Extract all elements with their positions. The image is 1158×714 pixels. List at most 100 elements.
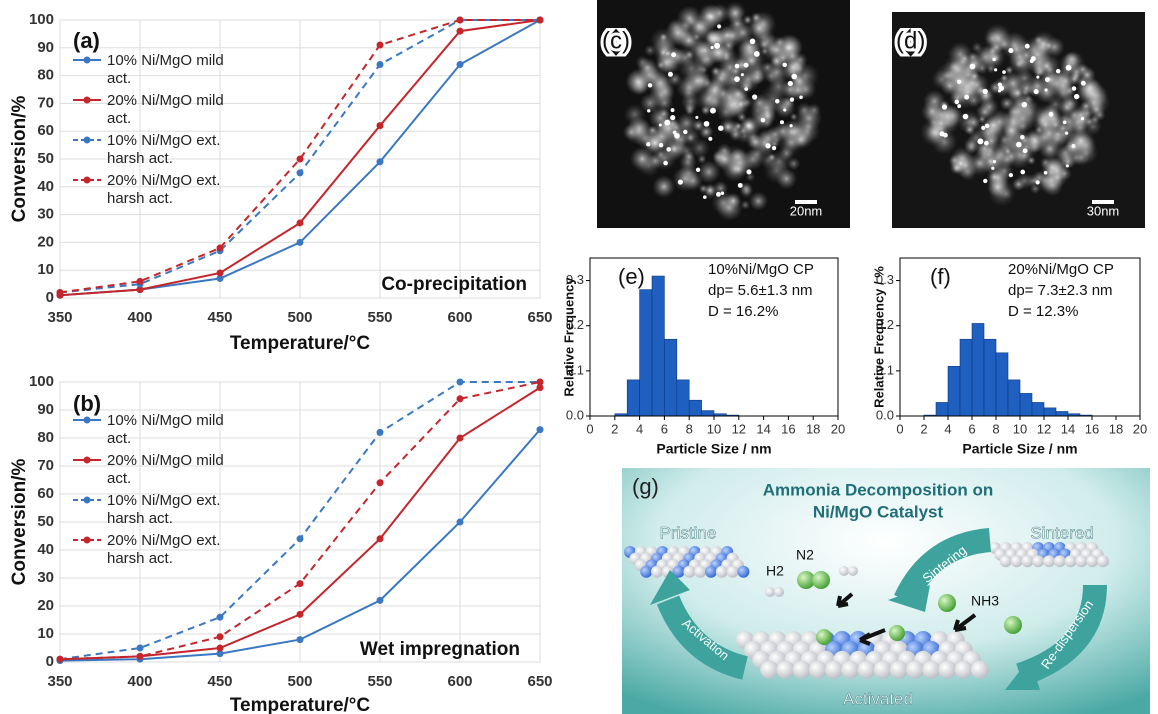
data-point — [216, 633, 224, 641]
molecule-label: N2 — [796, 547, 814, 563]
texture — [718, 125, 724, 131]
texture — [954, 99, 960, 105]
bar — [983, 338, 997, 417]
bar — [651, 275, 665, 417]
bar — [1055, 411, 1069, 417]
data-point — [136, 652, 144, 660]
x-tick-label: 20 — [1133, 421, 1147, 436]
data-point — [216, 613, 224, 621]
texture — [999, 134, 1010, 145]
y-tick-label: 60 — [37, 122, 54, 139]
texture — [920, 118, 948, 147]
x-tick-label: 16 — [781, 421, 795, 436]
atom — [999, 555, 1012, 568]
texture — [1035, 180, 1040, 185]
legend-label: 20% Ni/MgO ext. harsh act. — [107, 532, 221, 567]
scale-bar — [795, 200, 817, 204]
x-tick-label: 14 — [1061, 421, 1075, 436]
texture — [1030, 30, 1058, 58]
legend-label: 20% Ni/MgO mild act. — [107, 452, 224, 487]
texture — [666, 147, 672, 152]
texture — [748, 191, 769, 211]
y-axis-label: Conversion/% — [9, 459, 30, 586]
annotation: 20%Ni/MgO CP — [1008, 261, 1114, 278]
texture — [940, 76, 960, 96]
legend-label: 10% Ni/MgO mild act. — [107, 412, 224, 447]
legend-marker — [73, 96, 101, 104]
legend-item: 20% Ni/MgO mild act. — [73, 452, 235, 488]
data-point — [136, 286, 144, 294]
texture — [1011, 177, 1026, 192]
legend: 10% Ni/MgO mild act. 20% Ni/MgO mild act.… — [73, 412, 235, 572]
atom — [938, 660, 957, 679]
texture — [957, 104, 962, 109]
x-tick-label: 6 — [968, 421, 975, 436]
texture — [749, 38, 756, 45]
texture — [1044, 88, 1048, 92]
atom — [651, 565, 663, 578]
bar — [688, 399, 702, 417]
bar — [1031, 402, 1045, 417]
state-label: Activated — [843, 689, 913, 708]
x-tick-label: 650 — [527, 309, 552, 326]
arrow — [656, 595, 749, 680]
data-point — [536, 378, 544, 386]
texture — [722, 156, 748, 182]
texture — [740, 199, 751, 210]
legend-label: 10% Ni/MgO ext. harsh act. — [107, 492, 221, 527]
x-tick-label: 0 — [586, 421, 593, 436]
x-tick-label: 14 — [756, 421, 770, 436]
atom — [808, 660, 827, 679]
texture — [752, 94, 758, 100]
x-axis-label: Particle Size / nm — [962, 441, 1077, 457]
annotation: D = 16.2% — [708, 303, 778, 320]
texture — [765, 143, 771, 149]
state-label: Pristine — [660, 523, 717, 542]
atom — [954, 660, 973, 679]
data-point — [216, 275, 224, 283]
texture — [942, 132, 948, 138]
arrow-head — [888, 585, 930, 612]
data-point — [296, 169, 304, 177]
legend-marker — [73, 56, 101, 64]
texture — [674, 132, 680, 139]
x-tick-label: 2 — [611, 421, 618, 436]
texture — [740, 73, 744, 77]
atom — [705, 565, 717, 578]
atom — [841, 660, 860, 679]
texture — [695, 167, 701, 172]
diagram-title: Ammonia Decomposition on — [763, 480, 993, 499]
texture — [635, 55, 650, 70]
atom — [726, 565, 739, 578]
texture — [689, 137, 711, 159]
x-tick-label: 350 — [47, 309, 72, 326]
molecules — [765, 566, 1022, 646]
x-tick-label: 650 — [527, 673, 552, 690]
atom — [1086, 555, 1099, 568]
texture — [949, 161, 964, 175]
texture — [962, 113, 969, 120]
panel-label: (d) — [896, 27, 925, 54]
texture — [1065, 164, 1069, 168]
x-tick-label: 8 — [686, 421, 693, 436]
texture — [695, 115, 699, 119]
atom — [906, 660, 925, 679]
x-tick-label: 0 — [896, 421, 903, 436]
texture — [1073, 93, 1080, 100]
y-tick-label: 0.2 — [566, 317, 584, 332]
bar — [701, 410, 715, 417]
texture — [664, 119, 671, 126]
texture — [713, 180, 729, 196]
texture — [663, 49, 673, 58]
x-tick-label: 10 — [707, 421, 721, 436]
atom — [792, 660, 811, 679]
y-tick-label: 90 — [37, 39, 54, 56]
texture — [1036, 75, 1040, 79]
texture — [703, 195, 707, 199]
texture — [701, 77, 713, 89]
x-tick-label: 16 — [1085, 421, 1099, 436]
bar — [626, 379, 640, 417]
y-tick-label: 0 — [46, 289, 54, 306]
